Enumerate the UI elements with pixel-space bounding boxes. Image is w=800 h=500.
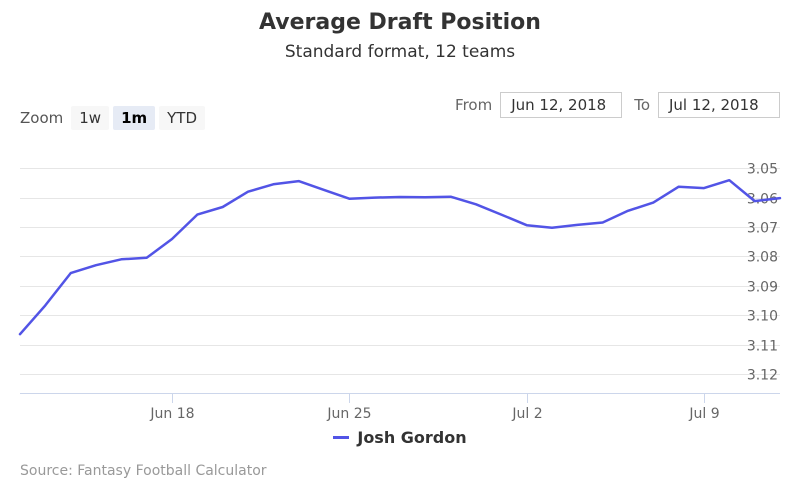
from-date-input[interactable]: Jun 12, 2018 [500, 92, 623, 118]
legend[interactable]: Josh Gordon [0, 428, 800, 447]
zoom-1w-button[interactable]: 1w [71, 106, 110, 130]
date-range: From Jun 12, 2018 To Jul 12, 2018 [443, 92, 780, 118]
y-tick-label: 3.12 [747, 368, 778, 384]
x-tick-label: Jun 25 [326, 406, 371, 422]
legend-label: Josh Gordon [357, 428, 467, 447]
x-tick-label: Jul 9 [688, 406, 719, 422]
y-tick-label: 3.05 [747, 162, 778, 178]
source-credit: Source: Fantasy Football Calculator [20, 463, 267, 479]
legend-swatch [333, 436, 350, 439]
y-tick-label: 3.07 [747, 221, 778, 237]
zoom-ytd-button[interactable]: YTD [159, 106, 206, 130]
to-date-input[interactable]: Jul 12, 2018 [658, 92, 780, 118]
x-tick-label: Jul 2 [511, 406, 542, 422]
zoom-label: Zoom [20, 109, 64, 127]
zoom-controls: Zoom 1w 1m YTD [20, 106, 209, 130]
y-tick-label: 3.11 [747, 339, 778, 355]
chart-title: Average Draft Position [259, 10, 541, 35]
series-line-josh-gordon [18, 178, 782, 336]
y-tick-label: 3.08 [747, 250, 778, 266]
y-tick-label: 3.09 [747, 280, 778, 296]
chart-subtitle: Standard format, 12 teams [284, 42, 516, 62]
y-tick-label: 3.10 [747, 309, 778, 325]
from-label: From [455, 96, 493, 114]
x-tick-label: Jun 18 [149, 406, 194, 422]
zoom-1m-button[interactable]: 1m [113, 106, 156, 130]
to-label: To [634, 96, 650, 114]
